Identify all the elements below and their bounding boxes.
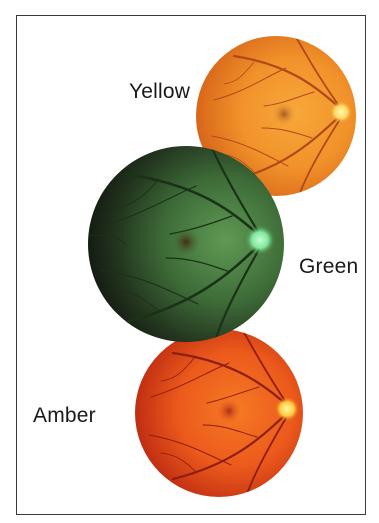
- yellow-retina-image: [196, 36, 356, 196]
- label-green: Green: [299, 255, 359, 278]
- amber-retina-image: [135, 329, 303, 497]
- label-yellow: Yellow: [129, 80, 191, 103]
- label-amber: Amber: [33, 404, 96, 427]
- green-retina-image: [88, 146, 284, 342]
